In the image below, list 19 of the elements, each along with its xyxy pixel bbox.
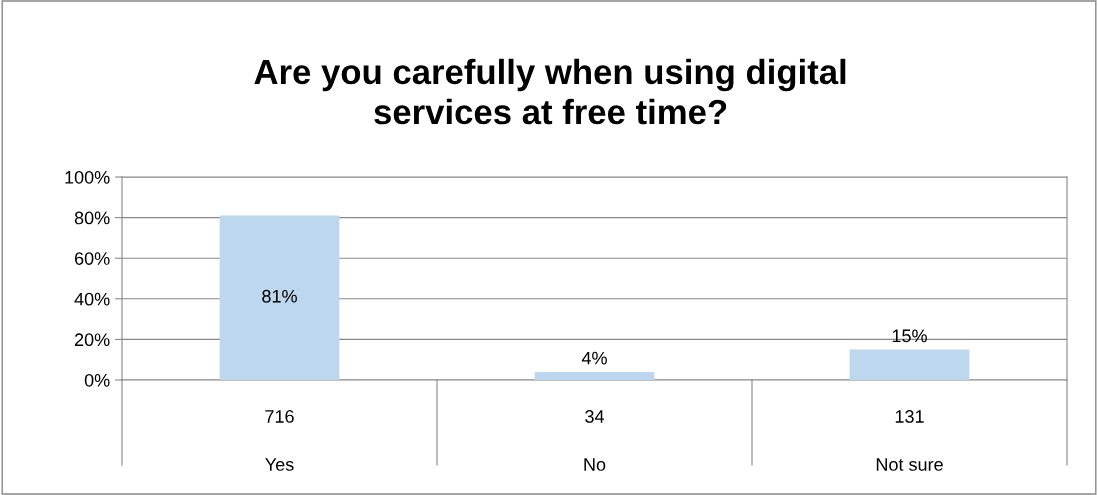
data-label: 81% (262, 289, 297, 303)
bar (534, 371, 655, 380)
y-tick-label: 100% (65, 170, 110, 184)
x-tick-label: Not sure (876, 458, 943, 471)
y-tick-label: 20% (74, 333, 110, 347)
text: 34 (585, 410, 605, 423)
x-tick-label: Yes (265, 458, 294, 471)
text: 131 (895, 410, 924, 423)
data-label: 4% (581, 351, 607, 365)
x-tick-label: No (584, 458, 606, 471)
text: 716 (265, 410, 294, 423)
bar (849, 349, 970, 380)
data-label: 15% (892, 329, 927, 343)
y-tick-label: 0% (84, 373, 110, 387)
bar (219, 215, 340, 380)
y-tick-label: 60% (74, 252, 110, 265)
chart-title: Are you carefully when using digital services at free time? (254, 58, 846, 125)
y-tick-label: 80% (74, 211, 110, 225)
y-tick-label: 40% (74, 292, 110, 306)
